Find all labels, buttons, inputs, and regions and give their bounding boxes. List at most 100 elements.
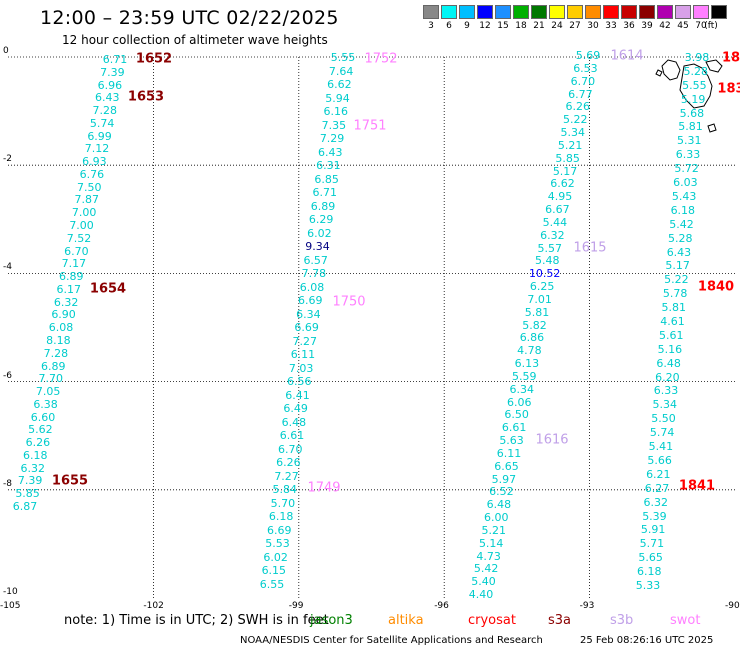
wave-height-value: 5.42 [473, 562, 499, 576]
wave-height-value: 5.72 [674, 162, 699, 176]
wave-height-value: 6.18 [268, 510, 294, 524]
wave-height-value: 6.16 [323, 105, 348, 119]
legend-swatch [639, 5, 655, 19]
satellite-name: altika [388, 613, 424, 628]
legend-label: 21 [533, 21, 545, 31]
wave-height-value: 5.91 [640, 523, 666, 537]
wave-height-value: 6.33 [653, 384, 679, 398]
wave-height-value: 5.71 [639, 537, 665, 551]
wave-height-value: 6.32 [53, 295, 79, 309]
wave-height-value: 5.82 [522, 318, 547, 332]
pass-time-label: 1614 [610, 48, 644, 64]
legend-swatch [459, 5, 475, 19]
wave-height-value: 6.43 [318, 145, 343, 159]
legend-label: 24 [551, 21, 563, 31]
wave-height-value: 5.81 [661, 301, 687, 315]
wave-height-value: 5.33 [635, 579, 661, 592]
wave-height-value: 4.95 [547, 190, 573, 204]
wave-height-value: 6.89 [59, 270, 84, 284]
wave-height-value: 5.69 [575, 49, 601, 62]
pass-time-label: 1652 [135, 51, 173, 67]
wave-height-value: 4.78 [517, 344, 542, 358]
legend-label: 36 [623, 21, 635, 31]
wave-height-value: 6.32 [20, 461, 45, 475]
wave-height-value: 6.34 [509, 382, 535, 396]
wave-height-value: 3.98 [684, 51, 710, 64]
wave-height-value: 6.65 [494, 459, 519, 473]
legend-swatch [675, 5, 691, 19]
pass-time-label: 18 [721, 50, 740, 66]
wave-height-value: 6.13 [514, 357, 540, 370]
pass-time-label: 183 [717, 81, 740, 97]
wave-height-value: 6.56 [287, 375, 312, 389]
wave-height-value: 5.28 [683, 64, 708, 78]
wave-height-value: 6.08 [48, 321, 74, 335]
grid-lines [8, 56, 735, 598]
wave-height-value: 5.55 [682, 78, 707, 92]
y-tick-label: -2 [3, 154, 12, 165]
generated-timestamp: 25 Feb 08:26:16 UTC 2025 [580, 635, 714, 646]
wave-height-value: 6.02 [263, 550, 288, 564]
pass-time-label: 1841 [678, 478, 716, 494]
wave-height-value: 6.27 [644, 481, 670, 495]
wave-height-value: 5.31 [677, 134, 702, 148]
legend-label: 3 [428, 21, 434, 31]
satellite-name: s3b [610, 613, 634, 628]
wave-height-value: 6.71 [312, 186, 338, 200]
legend-swatch [693, 5, 709, 19]
wave-height-value: 5.22 [563, 113, 588, 127]
pass-time-label: 1654 [89, 281, 127, 297]
legend-swatch [477, 5, 493, 19]
wave-height-value: 6.69 [267, 523, 292, 537]
wave-height-value: 6.02 [307, 226, 332, 240]
wave-height-value: 6.70 [570, 74, 596, 88]
legend-label: (ft) [704, 21, 718, 31]
legend-swatch [513, 5, 529, 19]
island-5 [707, 123, 717, 133]
satellite-name: s3a [548, 613, 572, 628]
wave-height-value: 5.44 [542, 215, 568, 229]
wave-height-value: 7.39 [17, 474, 43, 488]
wave-height-value: 7.39 [100, 65, 125, 79]
wave-height-value: 5.74 [89, 116, 115, 130]
wave-height-value: 6.38 [33, 397, 58, 411]
pass-time-label: 1653 [127, 89, 165, 105]
wave-height-value: 7.03 [288, 361, 314, 375]
island-1 [661, 59, 681, 81]
wave-height-value: 7.70 [38, 372, 63, 386]
wave-height-value: 6.61 [279, 429, 305, 443]
wave-height-value: 6.11 [290, 348, 316, 362]
legend-label: 42 [659, 21, 671, 31]
legend-label: 18 [515, 21, 527, 31]
wave-height-value: 6.32 [643, 495, 668, 509]
wave-height-value: 6.62 [327, 78, 352, 92]
legend-swatch [711, 5, 727, 19]
wave-height-value: 6.49 [283, 402, 308, 416]
wave-height-value: 6.57 [303, 253, 328, 267]
wave-height-value: 6.34 [296, 307, 321, 321]
wave-height-value: 5.50 [651, 412, 676, 426]
wave-height-value: 6.77 [568, 87, 593, 101]
legend-label: 39 [641, 21, 653, 31]
wave-height-value: 5.22 [664, 273, 689, 287]
wave-height-value: 6.93 [82, 155, 107, 169]
wave-height-value: 5.17 [665, 259, 690, 273]
wave-height-value: 5.42 [669, 217, 694, 231]
wave-height-value: 5.61 [658, 328, 684, 342]
wave-height-value: 7.52 [66, 231, 92, 245]
wave-height-value: 5.21 [557, 138, 583, 152]
wave-height-value: 6.76 [79, 167, 105, 181]
wave-height-value: 5.14 [478, 536, 504, 550]
island-3 [705, 59, 723, 73]
wave-height-value: 6.31 [316, 159, 341, 173]
pass-time-label: 1751 [353, 118, 387, 134]
map-subtitle: 12 hour collection of altimeter wave hei… [62, 33, 328, 47]
wave-height-value: 5.59 [512, 369, 537, 383]
wave-height-value: 6.43 [666, 245, 692, 259]
wave-height-value: 6.00 [484, 511, 509, 524]
wave-height-value: 6.18 [23, 448, 48, 462]
wave-height-value: 5.19 [680, 92, 706, 106]
legend-label: 9 [464, 21, 470, 31]
wave-height-value: 6.55 [259, 578, 285, 591]
